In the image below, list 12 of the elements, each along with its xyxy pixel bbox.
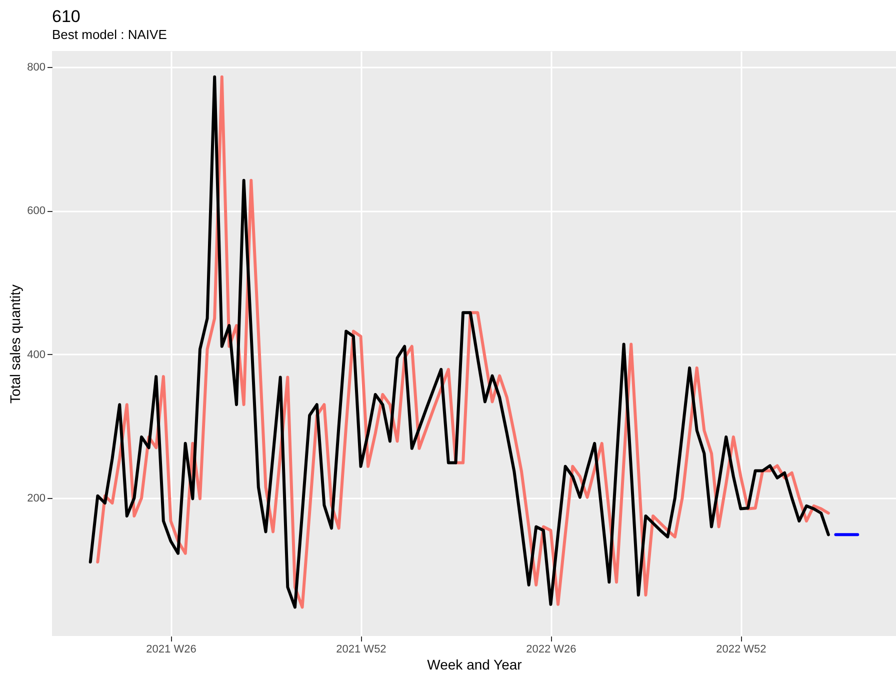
y-axis-title: Total sales quantity: [7, 284, 24, 404]
x-axis-title: Week and Year: [427, 656, 522, 672]
x-tick-label: 2021 W26: [146, 644, 196, 656]
y-tick-label: 600: [27, 205, 46, 218]
y-tick-label: 200: [27, 492, 46, 505]
y-tick-label: 400: [27, 348, 46, 361]
chart-title: 610: [52, 7, 80, 26]
chart-subtitle: Best model : NAIVE: [52, 27, 168, 42]
x-tick-label: 2022 W26: [526, 644, 576, 656]
x-tick-label: 2021 W52: [336, 644, 386, 656]
y-tick-label: 800: [27, 61, 46, 74]
x-tick-label: 2022 W52: [716, 644, 766, 656]
